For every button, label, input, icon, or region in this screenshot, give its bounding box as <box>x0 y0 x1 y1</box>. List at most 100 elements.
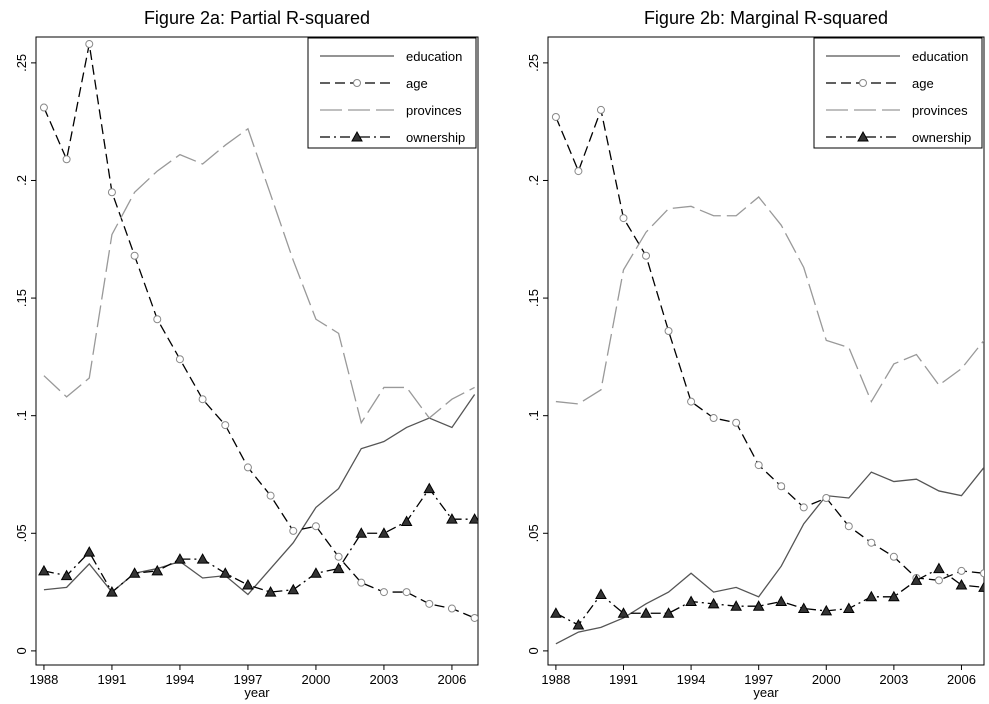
marker <box>889 552 898 561</box>
marker <box>351 130 363 142</box>
marker <box>662 607 675 618</box>
marker <box>39 103 48 112</box>
series-line <box>43 43 475 619</box>
marker <box>62 155 71 164</box>
marker <box>550 607 562 618</box>
marker <box>955 579 968 590</box>
marker <box>685 595 697 606</box>
marker <box>551 112 560 121</box>
marker <box>707 597 720 609</box>
marker <box>289 526 298 535</box>
x-tick-label: 1988 <box>541 672 570 687</box>
marker <box>128 567 141 578</box>
marker <box>423 482 436 494</box>
marker <box>687 397 696 406</box>
series-line <box>43 127 475 425</box>
y-tick-label: .1 <box>14 410 29 421</box>
marker <box>174 553 186 564</box>
y-tick-label: .05 <box>14 524 29 542</box>
marker <box>709 414 718 423</box>
y-tick-label: 0 <box>526 647 541 654</box>
plot-area <box>38 40 478 622</box>
x-tick-label: 2000 <box>812 672 841 687</box>
series-line <box>555 107 984 581</box>
chart-title: Figure 2a: Partial R-squared <box>144 8 370 28</box>
y-tick-label: .2 <box>14 175 29 186</box>
marker <box>842 602 855 614</box>
x-tick-label: 1988 <box>29 672 58 687</box>
x-tick-label: 2003 <box>879 672 908 687</box>
x-tick-label: 1991 <box>609 672 638 687</box>
y-tick-label: 0 <box>14 647 29 654</box>
marker <box>355 527 368 538</box>
marker <box>402 588 411 597</box>
marker <box>980 569 984 578</box>
marker <box>820 604 833 616</box>
marker <box>153 315 162 324</box>
marker <box>353 79 361 87</box>
series-line <box>43 394 476 596</box>
marker <box>799 503 808 512</box>
marker <box>130 251 139 260</box>
marker <box>617 607 630 618</box>
marker <box>910 574 923 585</box>
marker <box>775 595 788 606</box>
marker <box>865 590 878 602</box>
marker <box>978 581 984 592</box>
y-tick-label: .2 <box>526 175 541 186</box>
marker <box>447 604 456 613</box>
marker <box>857 130 869 142</box>
x-tick-label: 2000 <box>301 672 330 687</box>
marker <box>732 418 741 427</box>
y-tick-label: .1 <box>526 410 541 421</box>
legend-label: age <box>406 76 428 91</box>
marker <box>425 599 434 608</box>
marker <box>934 576 943 585</box>
marker <box>752 600 765 611</box>
legend-label: education <box>912 49 968 64</box>
marker <box>797 602 810 614</box>
marker <box>754 461 763 470</box>
marker <box>468 513 478 524</box>
legend-label: provinces <box>406 103 462 118</box>
y-tick-label: .25 <box>14 54 29 72</box>
marker <box>664 327 673 336</box>
marker <box>83 546 96 557</box>
x-tick-label: 2006 <box>437 672 466 687</box>
marker <box>221 421 230 430</box>
marker <box>470 613 478 622</box>
marker <box>198 395 207 404</box>
marker <box>151 564 164 576</box>
series-line <box>43 487 475 594</box>
legend-label: ownership <box>912 130 971 145</box>
x-tick-label: 1997 <box>744 672 773 687</box>
marker <box>640 607 652 618</box>
y-tick-label: .25 <box>526 54 541 72</box>
marker <box>867 538 876 547</box>
marker <box>574 167 583 176</box>
marker <box>311 522 320 531</box>
y-tick-label: .05 <box>526 524 541 542</box>
marker <box>85 40 94 49</box>
marker <box>60 569 73 581</box>
marker <box>957 566 966 575</box>
x-tick-label: 1991 <box>97 672 126 687</box>
marker <box>572 618 585 630</box>
marker <box>378 527 390 538</box>
y-tick-label: .15 <box>526 289 541 307</box>
marker <box>196 553 209 564</box>
legend-label: age <box>912 76 934 91</box>
marker <box>334 552 343 561</box>
marker <box>242 579 254 590</box>
marker <box>219 567 232 578</box>
marker <box>730 600 742 611</box>
x-tick-label: 1994 <box>165 672 194 687</box>
marker <box>106 586 118 597</box>
marker <box>888 590 900 602</box>
marker <box>243 463 252 472</box>
marker <box>264 586 277 597</box>
marker <box>822 494 831 503</box>
marker <box>38 564 50 576</box>
chart-title: Figure 2b: Marginal R-squared <box>644 8 888 28</box>
